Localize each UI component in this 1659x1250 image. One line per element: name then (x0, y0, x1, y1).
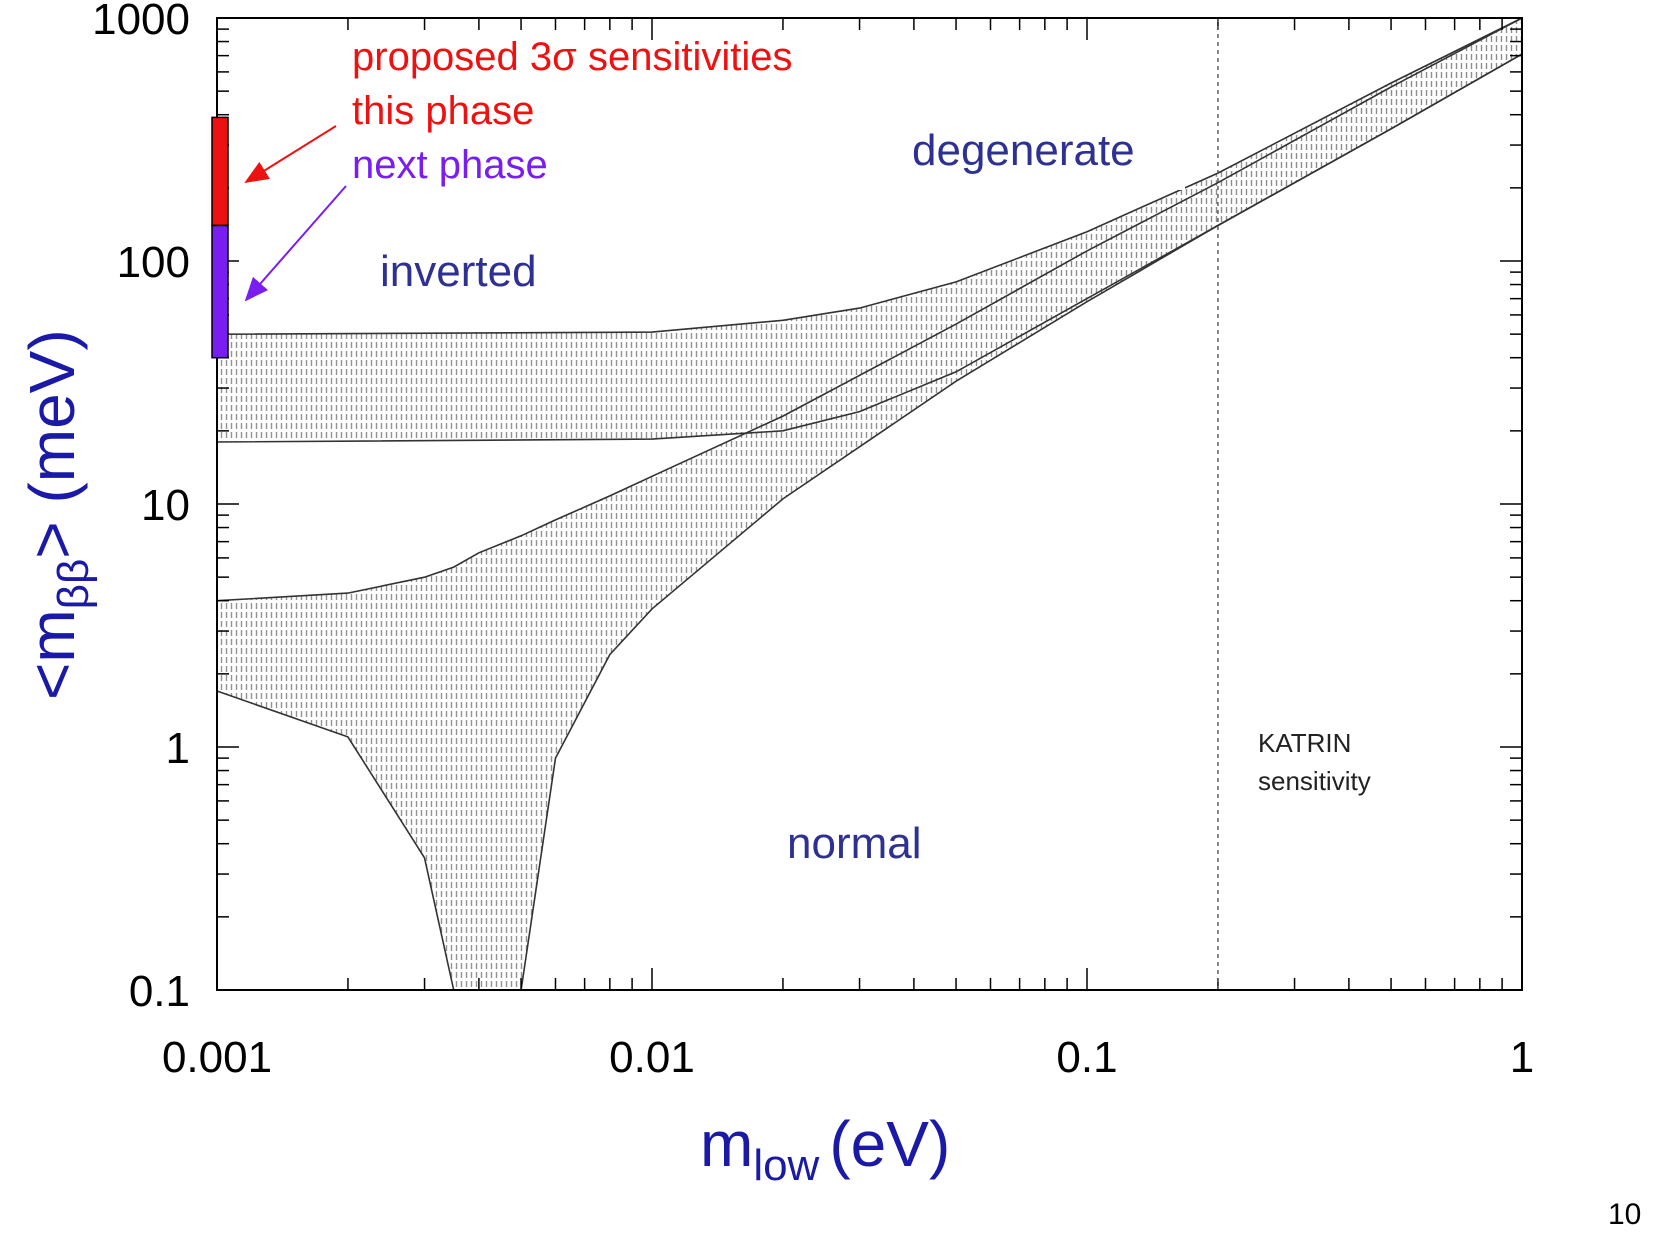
band-normal (217, 18, 1522, 990)
x-tick-label: 0.01 (609, 1033, 695, 1082)
this-phase-arrow (244, 125, 337, 184)
sensitivity-bar-this-phase (211, 116, 229, 227)
legend-this-phase: this phase (352, 89, 534, 133)
y-tick-label: 10 (141, 481, 190, 530)
y-tick-label: 1000 (92, 0, 190, 44)
inverted-label-bg (322, 232, 622, 310)
degenerate-label: degenerate (912, 126, 1135, 175)
x-tick-label: 0.1 (1056, 1033, 1117, 1082)
tick-labels: 0.001 0.01 0.1 1 0.1 1 10 100 1000 (92, 0, 1534, 1082)
boundary-curves (216, 17, 1523, 991)
page-number: 10 (1608, 1198, 1642, 1231)
y-axis-title-main: <m (16, 609, 88, 700)
legend-title: proposed 3σ sensitivities (352, 35, 792, 79)
band-normal-lower-edge (216, 53, 1523, 991)
plot-frame (216, 17, 1523, 991)
data-bands (217, 18, 1522, 990)
band-inverted (217, 18, 1522, 442)
degenerate-label-bg (860, 112, 1185, 190)
inverted-label: inverted (380, 247, 537, 296)
katrin-label-line1: KATRIN (1258, 728, 1351, 758)
x-axis-title-unit: (eV) (829, 1108, 950, 1180)
x-tick-label: 0.001 (162, 1033, 272, 1082)
sensitivity-bar-next-phase (211, 224, 229, 359)
katrin-label-line2: sensitivity (1258, 766, 1371, 796)
band-inverted-upper-edge (216, 17, 1523, 335)
legend-next-phase: next phase (352, 143, 548, 187)
y-axis-title-unit: > (meV) (16, 329, 88, 558)
normal-label-bg (700, 808, 1018, 880)
x-axis-title-main: m (700, 1108, 753, 1180)
y-axis-title-sub: ββ (49, 559, 98, 610)
y-tick-label: 0.1 (129, 967, 190, 1016)
y-tick-label: 100 (117, 238, 190, 287)
sensitivity-bars (211, 116, 229, 359)
x-tick-label: 1 (1510, 1033, 1534, 1082)
y-axis-title: <mββ> (meV) (16, 329, 98, 700)
band-normal-upper-edge (216, 17, 1523, 602)
x-axis-title-sub: low (753, 1141, 819, 1190)
x-axis-title: mlow (eV) (700, 1108, 950, 1190)
normal-label: normal (787, 819, 922, 868)
next-phase-arrow (244, 185, 347, 302)
y-tick-label: 1 (166, 724, 190, 773)
